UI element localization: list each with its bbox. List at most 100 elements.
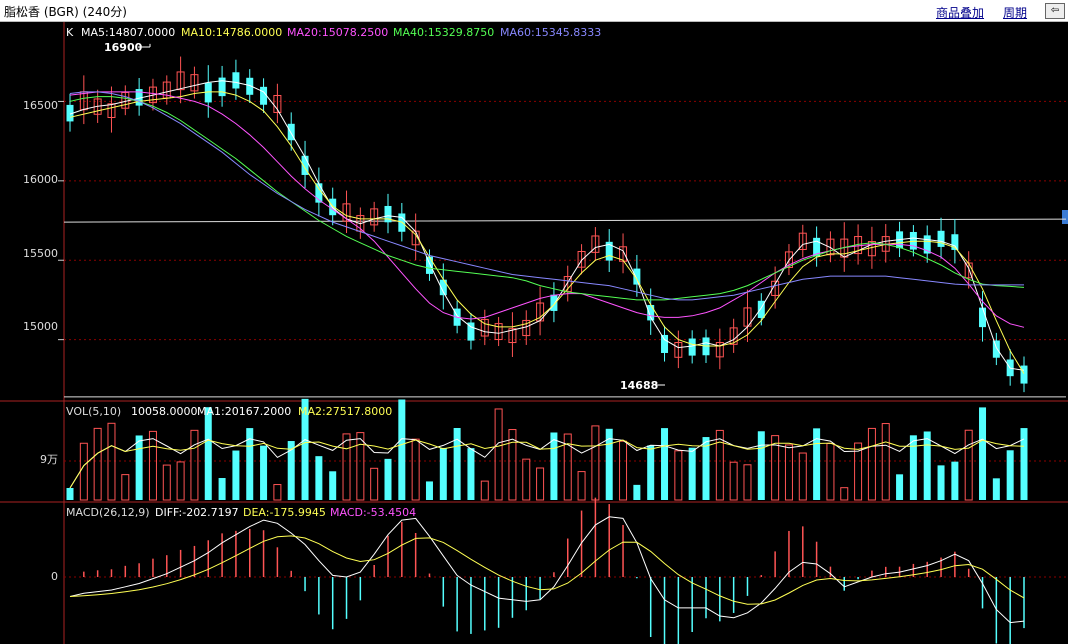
- macd-legend-diff: DIFF:-202.7197: [155, 506, 239, 519]
- candle-body: [370, 208, 379, 226]
- price-panel: [63, 43, 1067, 398]
- candle-body: [384, 205, 392, 223]
- vol-legend-ma1: MA1:20167.2000: [197, 405, 291, 418]
- candle-body: [550, 294, 558, 311]
- candle-body: [148, 86, 157, 104]
- volume-bar: [896, 474, 904, 500]
- candle-body: [467, 322, 475, 341]
- volume-bar: [260, 445, 268, 500]
- volume-bar: [619, 440, 628, 501]
- candle-body: [342, 203, 351, 222]
- candle-body: [674, 342, 683, 358]
- title-bar: 脂松香 (BGR) (240分) 商品叠加 周期 ⇦: [0, 0, 1068, 22]
- candle-body: [951, 234, 959, 250]
- vol-ma2-line: [69, 439, 1025, 489]
- volume-bar: [909, 435, 917, 500]
- volume-bar: [661, 428, 669, 500]
- volume-bar: [162, 464, 171, 501]
- price-legend-prefix: K: [66, 26, 74, 39]
- candle-body: [439, 279, 447, 296]
- y-tick-label: 15500: [23, 247, 58, 260]
- candle-body: [246, 77, 254, 95]
- volume-bar: [66, 488, 74, 500]
- candle-body: [923, 235, 931, 254]
- volume-bar: [190, 429, 199, 501]
- volume-bar: [315, 456, 323, 500]
- candle-body: [480, 318, 489, 337]
- candle-body: [771, 280, 780, 296]
- macd-dea-line: [69, 535, 1025, 605]
- candle-body: [647, 304, 655, 321]
- volume-bar: [577, 471, 586, 501]
- volume-bar: [342, 433, 351, 501]
- legend-ma20: MA20:15078.2500: [287, 26, 388, 39]
- volume-bar: [798, 452, 807, 501]
- volume-bar: [79, 442, 88, 501]
- macd-panel: [69, 497, 1025, 644]
- volume-bar: [784, 444, 793, 501]
- volume-bar: [854, 442, 863, 501]
- y-tick-label: 16000: [23, 173, 58, 186]
- vol-legend-value: 10058.0000: [131, 405, 197, 418]
- volume-bar: [937, 465, 945, 500]
- volume-bar: [979, 407, 987, 500]
- back-icon[interactable]: ⇦: [1045, 3, 1065, 19]
- volume-bar: [384, 458, 392, 500]
- volume-bar: [480, 480, 489, 501]
- volume-bar: [591, 425, 600, 501]
- candle-body: [315, 183, 323, 203]
- scroll-marker: [1062, 210, 1068, 224]
- volume-bar: [536, 467, 545, 501]
- candle-body: [425, 256, 433, 274]
- candle-body: [508, 328, 517, 344]
- volume-bar: [715, 429, 724, 501]
- candle-body: [826, 238, 835, 256]
- vol-ma1-line: [69, 438, 1025, 489]
- candle-body: [591, 235, 600, 253]
- volume-bar: [633, 484, 641, 500]
- macd-legend-title: MACD(26,12,9): [66, 506, 150, 519]
- candle-body: [577, 250, 586, 268]
- candle-body: [287, 123, 295, 141]
- y-tick-label: 15000: [23, 320, 58, 333]
- y-tick-label: 16500: [23, 99, 58, 112]
- volume-bar: [951, 461, 959, 500]
- volume-bar: [923, 431, 931, 500]
- volume-bar: [398, 399, 406, 500]
- period-button[interactable]: 周期: [1003, 6, 1028, 20]
- volume-bar: [508, 429, 517, 501]
- volume-bar: [204, 407, 212, 500]
- volume-bar: [757, 431, 765, 500]
- candle-body: [784, 251, 793, 268]
- volume-bar: [329, 471, 337, 500]
- volume-bar: [232, 450, 240, 500]
- ma20-line: [69, 91, 1025, 328]
- volume-bar: [411, 438, 420, 501]
- volume-bar: [550, 432, 558, 500]
- volume-bar: [121, 474, 130, 501]
- candle-body: [218, 77, 226, 97]
- candle-body: [757, 300, 765, 319]
- volume-bar: [1020, 428, 1028, 500]
- candle-body: [605, 241, 613, 261]
- legend-ma60: MA60:15345.8333: [500, 26, 601, 39]
- vol-legend-title: VOL(5,10): [66, 405, 121, 418]
- ma5-line: [69, 80, 1025, 371]
- candle-body: [301, 155, 309, 175]
- vol-tick-label: 9万: [40, 453, 58, 466]
- candle-body: [176, 71, 185, 91]
- candle-body: [661, 334, 669, 353]
- overlay-button[interactable]: 商品叠加: [936, 6, 985, 20]
- reference-line: [63, 218, 1067, 223]
- legend-ma5: MA5:14807.0000: [81, 26, 175, 39]
- volume-bar: [356, 432, 365, 501]
- macd-diff-line: [69, 516, 1025, 624]
- legend-ma40: MA40:15329.8750: [393, 26, 494, 39]
- volume-bar: [425, 481, 433, 500]
- volume-bar: [453, 428, 461, 500]
- volume-bar: [494, 408, 503, 501]
- volume-bar: [702, 437, 710, 500]
- vol-legend-ma2: MA2:27517.8000: [298, 405, 392, 418]
- volume-bar: [674, 450, 683, 501]
